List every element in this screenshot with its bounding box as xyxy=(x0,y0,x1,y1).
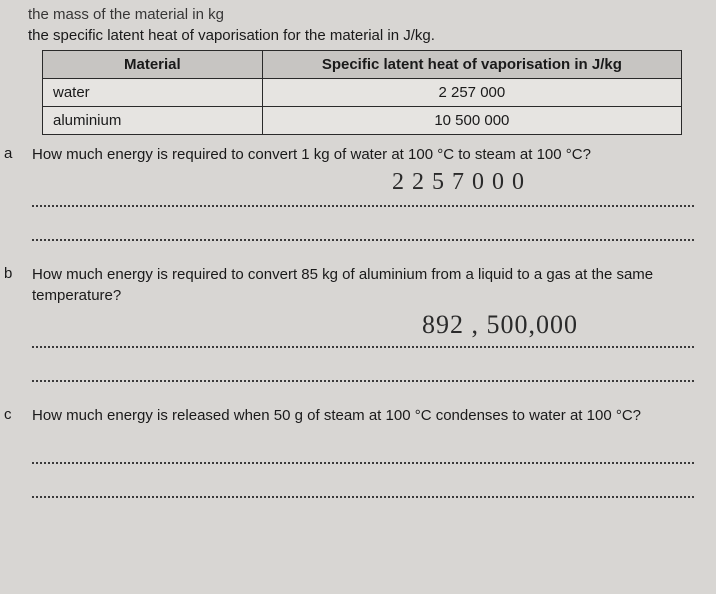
table-row: water 2 257 000 xyxy=(43,79,682,107)
answer-area-a: 2 2 5 7 0 0 0 xyxy=(32,169,694,243)
table-row: aluminium 10 500 000 xyxy=(43,107,682,135)
question-c: c How much energy is released when 50 g … xyxy=(28,406,698,426)
cell-material-0: water xyxy=(43,79,263,107)
question-a-text: How much energy is required to convert 1… xyxy=(32,145,698,165)
table-header-material: Material xyxy=(43,51,263,79)
table-header-row: Material Specific latent heat of vaporis… xyxy=(43,51,682,79)
question-a: a How much energy is required to convert… xyxy=(28,145,698,165)
answer-line xyxy=(32,239,694,241)
cell-heat-0: 2 257 000 xyxy=(262,79,681,107)
answer-line xyxy=(32,346,694,348)
handwritten-answer-b: 892 , 500,000 xyxy=(422,310,578,340)
question-b: b How much energy is required to convert… xyxy=(28,265,698,306)
latent-heat-table: Material Specific latent heat of vaporis… xyxy=(42,50,682,135)
handwritten-answer-a: 2 2 5 7 0 0 0 xyxy=(392,169,525,196)
answer-line xyxy=(32,380,694,382)
answer-area-c xyxy=(32,430,694,500)
question-b-label: b xyxy=(4,265,20,306)
question-a-label: a xyxy=(4,145,20,165)
answer-line xyxy=(32,496,694,498)
intro-line-1: the mass of the material in kg xyxy=(28,6,698,23)
question-c-label: c xyxy=(4,406,20,426)
cell-material-1: aluminium xyxy=(43,107,263,135)
cell-heat-1: 10 500 000 xyxy=(262,107,681,135)
answer-line xyxy=(32,462,694,464)
answer-area-b: 892 , 500,000 xyxy=(32,310,694,384)
question-c-text: How much energy is released when 50 g of… xyxy=(32,406,698,426)
answer-line xyxy=(32,205,694,207)
table-header-heat: Specific latent heat of vaporisation in … xyxy=(262,51,681,79)
intro-line-2: the specific latent heat of vaporisation… xyxy=(28,27,698,44)
question-b-text: How much energy is required to convert 8… xyxy=(32,265,698,306)
